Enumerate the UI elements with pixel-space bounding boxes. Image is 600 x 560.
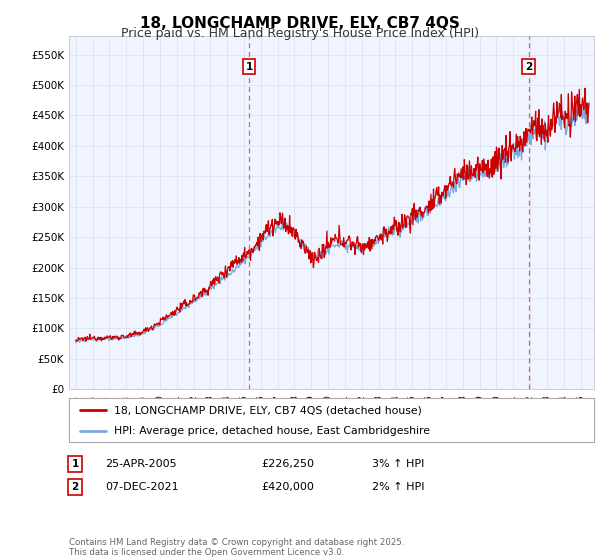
- Text: 2: 2: [71, 482, 79, 492]
- Text: Price paid vs. HM Land Registry's House Price Index (HPI): Price paid vs. HM Land Registry's House …: [121, 27, 479, 40]
- Text: 2% ↑ HPI: 2% ↑ HPI: [372, 482, 425, 492]
- Text: 1: 1: [71, 459, 79, 469]
- Text: 18, LONGCHAMP DRIVE, ELY, CB7 4QS: 18, LONGCHAMP DRIVE, ELY, CB7 4QS: [140, 16, 460, 31]
- Text: £226,250: £226,250: [261, 459, 314, 469]
- Text: 2: 2: [525, 62, 532, 72]
- Text: Contains HM Land Registry data © Crown copyright and database right 2025.
This d: Contains HM Land Registry data © Crown c…: [69, 538, 404, 557]
- Text: 07-DEC-2021: 07-DEC-2021: [105, 482, 179, 492]
- Text: 25-APR-2005: 25-APR-2005: [105, 459, 176, 469]
- Text: HPI: Average price, detached house, East Cambridgeshire: HPI: Average price, detached house, East…: [113, 426, 430, 436]
- Text: 18, LONGCHAMP DRIVE, ELY, CB7 4QS (detached house): 18, LONGCHAMP DRIVE, ELY, CB7 4QS (detac…: [113, 405, 421, 415]
- Text: £420,000: £420,000: [261, 482, 314, 492]
- Text: 1: 1: [245, 62, 253, 72]
- Text: 3% ↑ HPI: 3% ↑ HPI: [372, 459, 424, 469]
